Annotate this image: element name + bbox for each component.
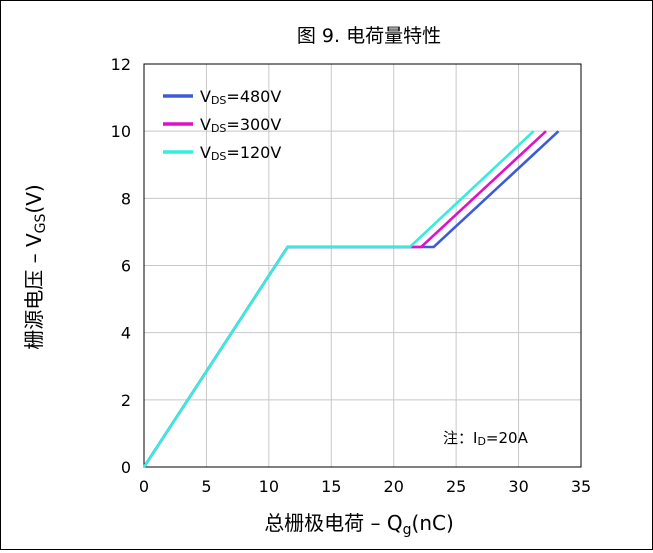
y-tick-label: 2 xyxy=(121,391,131,410)
x-axis-label-sub: g xyxy=(403,522,412,538)
legend-label-sub: DS xyxy=(211,150,226,163)
y-tick-label: 8 xyxy=(121,189,131,208)
y-axis-label-main: 栅源电压 – V xyxy=(22,233,46,350)
grid xyxy=(143,63,582,468)
x-tick-labels: 0 5 10 15 20 25 30 35 xyxy=(139,477,591,496)
x-tick-label: 10 xyxy=(259,477,279,496)
x-tick-label: 25 xyxy=(446,477,466,496)
y-tick-label: 10 xyxy=(111,122,131,141)
legend-label-main: V xyxy=(200,143,211,162)
y-tick-label: 6 xyxy=(121,257,131,276)
series-line xyxy=(142,130,547,468)
legend-label: VDS=120V xyxy=(200,143,281,163)
x-tick-label: 15 xyxy=(321,477,341,496)
x-tick-label: 0 xyxy=(139,477,149,496)
legend-label: VDS=480V xyxy=(200,87,281,107)
x-axis-label-main: 总栅极电荷 – Q xyxy=(264,511,402,535)
y-axis-label-unit: (V) xyxy=(22,184,46,213)
series-line xyxy=(142,130,535,468)
x-tick-label: 5 xyxy=(201,477,211,496)
x-tick-label: 35 xyxy=(571,477,591,496)
x-tick-label: 30 xyxy=(508,477,528,496)
plot-area-border xyxy=(143,63,582,468)
series-lines xyxy=(142,130,560,468)
x-axis-label-unit: (nC) xyxy=(412,511,454,535)
x-axis-label: 总栅极电荷 – Qg(nC) xyxy=(264,511,454,538)
y-tick-label: 4 xyxy=(121,324,131,343)
legend-label-rest: =300V xyxy=(226,115,281,134)
legend-label-rest: =120V xyxy=(226,143,281,162)
y-tick-label: 0 xyxy=(121,458,131,477)
y-tick-labels: 0 2 4 6 8 10 12 xyxy=(111,55,131,477)
legend-label-sub: DS xyxy=(211,122,226,135)
y-tick-label: 12 xyxy=(111,55,131,74)
y-axis-label: 栅源电压 – VGS(V) xyxy=(22,184,49,349)
legend-label-main: V xyxy=(200,87,211,106)
x-tick-label: 20 xyxy=(384,477,404,496)
legend-label: VDS=300V xyxy=(200,115,281,135)
note-sub: D xyxy=(477,435,485,448)
legend-label-main: V xyxy=(200,115,211,134)
legend-label-sub: DS xyxy=(211,94,226,107)
chart-title: 图 9. 电荷量特性 xyxy=(297,25,441,47)
note-prefix: 注：I xyxy=(443,429,477,447)
y-axis-label-sub: GS xyxy=(33,213,49,233)
legend-label-rest: =480V xyxy=(226,87,281,106)
note-suffix: =20A xyxy=(486,429,529,447)
note-annotation: 注：ID=20A xyxy=(443,429,529,448)
